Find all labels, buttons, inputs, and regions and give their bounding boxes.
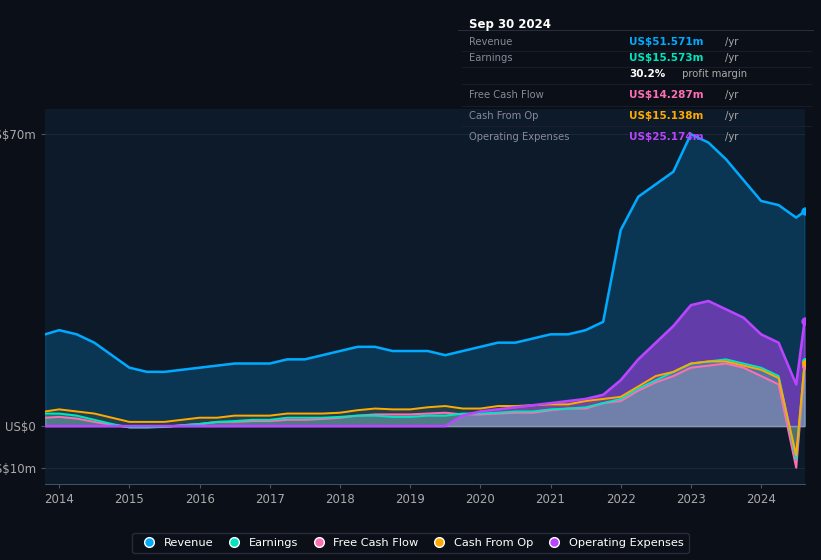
Text: 30.2%: 30.2%	[629, 69, 665, 80]
Text: profit margin: profit margin	[679, 69, 747, 80]
Text: /yr: /yr	[726, 132, 739, 142]
Text: Free Cash Flow: Free Cash Flow	[469, 90, 544, 100]
Text: Revenue: Revenue	[469, 37, 512, 47]
Text: Sep 30 2024: Sep 30 2024	[469, 18, 551, 31]
Text: US$15.573m: US$15.573m	[629, 53, 704, 63]
Text: US$14.287m: US$14.287m	[629, 90, 704, 100]
Text: US$25.174m: US$25.174m	[629, 132, 704, 142]
Text: US$51.571m: US$51.571m	[629, 37, 704, 47]
Text: Operating Expenses: Operating Expenses	[469, 132, 569, 142]
Text: Earnings: Earnings	[469, 53, 512, 63]
Text: Cash From Op: Cash From Op	[469, 111, 539, 121]
Text: /yr: /yr	[726, 53, 739, 63]
Text: /yr: /yr	[726, 111, 739, 121]
Legend: Revenue, Earnings, Free Cash Flow, Cash From Op, Operating Expenses: Revenue, Earnings, Free Cash Flow, Cash …	[132, 533, 689, 553]
Text: /yr: /yr	[726, 37, 739, 47]
Text: US$15.138m: US$15.138m	[629, 111, 704, 121]
Text: /yr: /yr	[726, 90, 739, 100]
